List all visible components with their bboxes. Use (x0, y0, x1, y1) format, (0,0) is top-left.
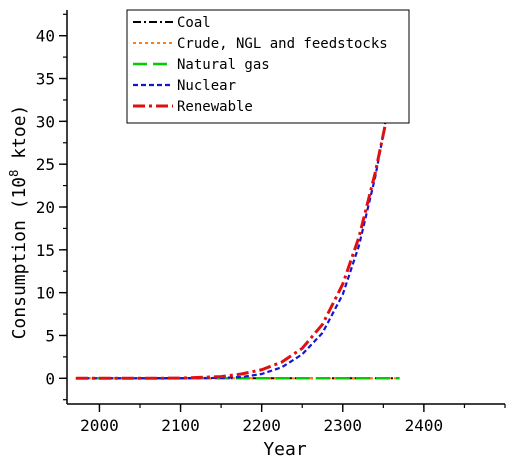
legend-label-2: Natural gas (177, 57, 270, 73)
y-tick-label: 20 (36, 198, 55, 217)
y-axis-title-tail: ktoe) (9, 105, 30, 170)
y-tick-label: 5 (45, 326, 55, 345)
y-tick-label: 35 (36, 70, 55, 89)
y-tick-label: 15 (36, 241, 55, 260)
legend-label-1: Crude, NGL and feedstocks (177, 36, 388, 52)
x-tick-label: 2400 (405, 416, 444, 435)
y-axis-title: Consumption (108 ktoe) (7, 105, 30, 340)
legend: Coal Crude, NGL and feedstocks Natural gas… (126, 9, 410, 124)
x-axis-title: Year (263, 439, 307, 460)
y-axis-title-main: Consumption (10 (9, 177, 30, 340)
y-tick-label: 30 (36, 112, 55, 131)
legend-label-3: Nuclear (177, 78, 236, 94)
x-tick-label: 2200 (242, 416, 281, 435)
legend-box (126, 9, 410, 124)
y-tick-label: 40 (36, 27, 55, 46)
y-tick-label: 10 (36, 284, 55, 303)
x-tick-label: 2100 (161, 416, 200, 435)
x-tick-label: 2000 (80, 416, 119, 435)
y-axis-title-sup: 8 (7, 170, 21, 177)
y-tick-label: 25 (36, 155, 55, 174)
x-tick-label: 2300 (324, 416, 363, 435)
ticks-layer: 2000 2100 2200 2300 2400 0 5 10 15 20 25 30 35 40 (36, 13, 506, 435)
legend-label-0: Coal (177, 15, 211, 31)
legend-label-4: Renewable (177, 99, 253, 115)
series-layer (75, 44, 402, 380)
y-tick-label: 0 (45, 369, 55, 388)
series-line-4 (75, 52, 402, 380)
